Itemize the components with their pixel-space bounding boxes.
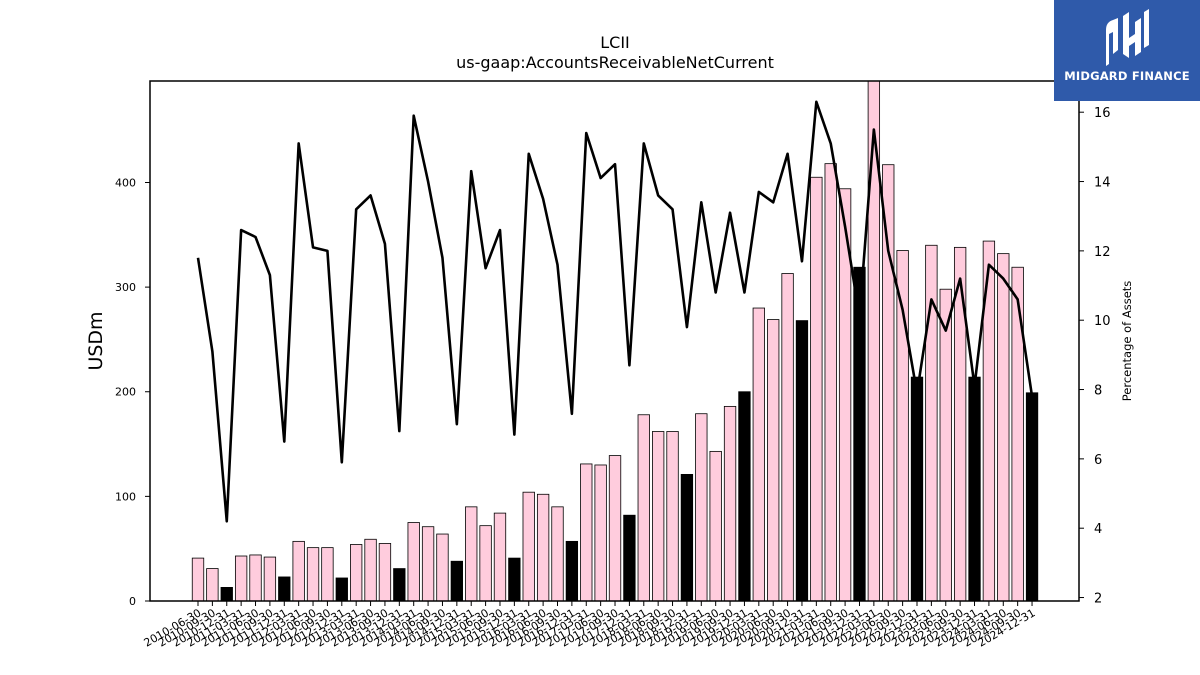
bar-2016-09-30 [551, 506, 564, 602]
bar-2023-12-31 [968, 376, 981, 602]
bar-2023-06-30 [939, 288, 952, 602]
bar-2020-06-30 [767, 319, 780, 602]
bar-2012-03-31 [292, 540, 305, 602]
bar-2015-12-31 [508, 557, 521, 602]
bar-2016-06-30 [536, 493, 550, 602]
bar-2015-03-31 [465, 506, 478, 602]
bar-2010-06-30 [191, 557, 205, 602]
y-tick-label: 100 [115, 490, 136, 503]
bar-2013-06-30 [364, 538, 377, 602]
y-tick-label: 200 [115, 386, 136, 399]
bar-2015-06-30 [479, 525, 492, 602]
bar-2014-09-30 [436, 533, 449, 602]
bar-2018-09-30 [666, 431, 679, 602]
bar-2010-12-31 [220, 587, 233, 602]
bar-2013-09-30 [378, 543, 392, 602]
y-tick-label: 0 [129, 595, 136, 608]
bar-2010-09-30 [206, 568, 219, 602]
bar-2015-09-30 [493, 512, 507, 602]
y-axis-label: USDm [85, 311, 107, 370]
bar-2014-06-30 [421, 526, 435, 602]
y-tick-label: 300 [115, 281, 136, 294]
y2-tick-label: 2 [1094, 592, 1102, 607]
bar-2014-03-31 [407, 522, 420, 602]
line-percentage-of-assets [196, 100, 1034, 523]
bar-2011-09-30 [263, 556, 277, 602]
y2-tick-label: 12 [1094, 245, 1111, 260]
bar-2014-12-31 [450, 560, 463, 602]
bar-2011-03-31 [234, 555, 248, 602]
bar-2011-12-31 [278, 576, 291, 602]
chart-subtitle: us-gaap:AccountsReceivableNetCurrent [456, 53, 774, 72]
y-axis-ticks: 0 100 200 300 400 [115, 176, 150, 608]
bar-2020-03-31 [752, 307, 765, 602]
bar-2018-12-31 [680, 473, 694, 602]
logo-text: MIDGARD FINANCE [1064, 69, 1190, 83]
bar-2022-06-30 [882, 164, 895, 602]
bar-2021-03-31 [810, 176, 823, 602]
brand-logo: MIDGARD FINANCE [1054, 0, 1200, 101]
y2-tick-label: 8 [1094, 384, 1102, 399]
bar-2021-06-30 [824, 163, 837, 602]
bar-2013-12-31 [393, 568, 406, 602]
bar-2019-12-31 [738, 391, 751, 602]
x-axis-ticks: 2010-06-302010-09-302010-12-312011-03-31… [142, 601, 1038, 650]
bar-2012-06-30 [306, 547, 320, 602]
bar-2018-06-30 [652, 431, 665, 602]
bar-2016-12-31 [565, 540, 579, 602]
bar-2016-03-31 [522, 491, 535, 602]
plot-frame [149, 80, 1080, 602]
y2-tick-label: 16 [1094, 106, 1111, 121]
y2-tick-label: 4 [1094, 522, 1102, 537]
y-tick-label: 400 [115, 176, 136, 189]
bar-2017-09-30 [608, 455, 622, 602]
bar-2022-12-31 [910, 376, 924, 602]
bar-2012-12-31 [335, 577, 348, 602]
bar-2017-12-31 [623, 514, 636, 602]
bar-2024-09-30 [1011, 266, 1024, 602]
bar-2012-09-30 [321, 547, 334, 602]
bar-2019-06-30 [709, 450, 722, 602]
bar-2017-06-30 [594, 464, 607, 602]
bar-2017-03-31 [580, 463, 593, 602]
bar-2018-03-31 [637, 414, 650, 602]
y2-axis-ticks: 2 4 6 8 10 12 14 16 [1079, 106, 1111, 607]
y2-axis-label: Percentage of Assets [1120, 281, 1134, 402]
chart-title: LCII [600, 33, 630, 52]
bar-2022-09-30 [896, 250, 909, 602]
midgard-logo-icon [1106, 9, 1149, 66]
bar-2011-06-30 [249, 554, 262, 602]
line-series [196, 100, 1034, 523]
bar-2019-09-30 [723, 405, 737, 602]
y2-tick-label: 6 [1094, 453, 1102, 468]
bar-series [191, 80, 1039, 602]
bar-2019-03-31 [695, 413, 708, 602]
bar-2020-09-30 [781, 273, 794, 602]
bar-2020-12-31 [795, 320, 809, 602]
y2-tick-label: 10 [1094, 314, 1111, 329]
bar-2013-03-31 [350, 544, 363, 602]
y2-tick-label: 14 [1094, 176, 1111, 191]
bar-2024-12-31 [1025, 392, 1039, 602]
bar-2024-06-30 [997, 253, 1010, 602]
